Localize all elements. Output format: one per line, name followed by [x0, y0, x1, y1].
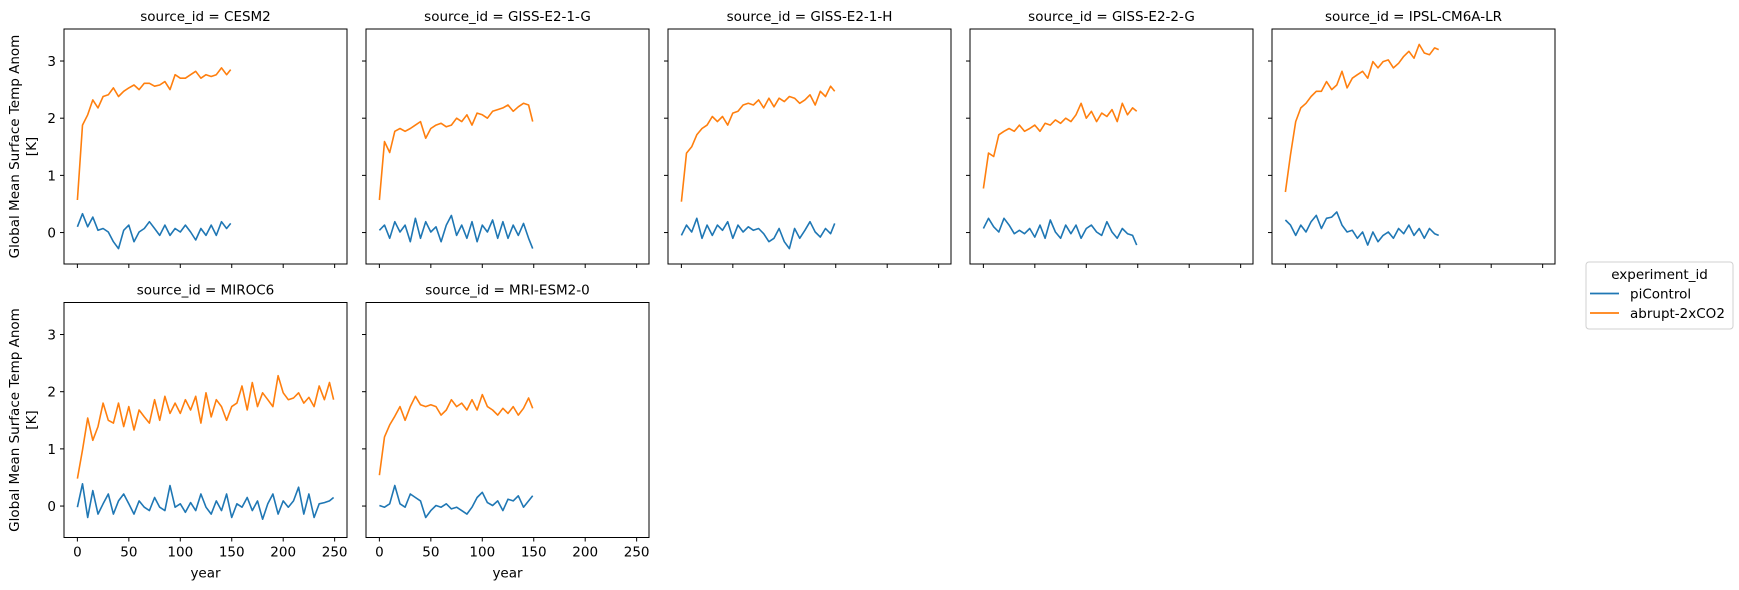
panel-title: source_id = CESM2 [140, 9, 271, 25]
series-line-picontrol [76, 212, 232, 250]
legend-entry-label: abrupt-2xCO2 [1630, 306, 1725, 322]
axes-frame [365, 302, 650, 538]
y-tick-label: 2 [47, 111, 56, 127]
panel-title: source_id = GISS-E2-1-H [727, 9, 893, 25]
panel-title: source_id = GISS-E2-2-G [1028, 9, 1195, 25]
series-line-picontrol [982, 217, 1138, 246]
series-line-abrupt-2xco2 [680, 85, 836, 202]
facet-panel: source_id = GISS-E2-2-G [966, 9, 1254, 268]
panel-title: source_id = MRI-ESM2-0 [425, 283, 589, 299]
series-line-picontrol [76, 482, 335, 521]
y-tick-label: 3 [47, 328, 56, 344]
axes-frame [63, 28, 348, 265]
x-tick-label: 50 [120, 545, 137, 561]
y-tick-label: 3 [47, 54, 56, 70]
x-axis-label: year [190, 566, 221, 582]
series-line-abrupt-2xco2 [76, 374, 335, 479]
facet-panel: source_id = GISS-E2-1-G [362, 9, 650, 268]
y-tick-label: 2 [47, 385, 56, 401]
series-line-picontrol [680, 217, 836, 250]
series-line-abrupt-2xco2 [1284, 43, 1440, 193]
panel-title: source_id = GISS-E2-1-G [424, 9, 591, 25]
panel-title: source_id = MIROC6 [137, 283, 274, 299]
x-tick-label: 50 [422, 545, 439, 561]
series-line-abrupt-2xco2 [982, 102, 1138, 189]
series-line-picontrol [1284, 211, 1440, 246]
axes-frame [365, 28, 650, 265]
x-tick-label: 150 [521, 545, 547, 561]
legend-entry-label: piControl [1630, 287, 1691, 303]
x-tick-label: 200 [572, 545, 598, 561]
series-line-picontrol [379, 484, 534, 519]
axes-frame [969, 28, 1254, 265]
y-axis-label: Global Mean Surface Temp Anom [7, 35, 23, 259]
facet-panel: source_id = MIROC6 0 50 100 150 200 250 year 0 1 2… [7, 283, 348, 582]
y-tick-label: 1 [47, 168, 56, 184]
panel-title: source_id = IPSL-CM6A-LR [1325, 9, 1502, 25]
facet-panel: source_id = IPSL-CM6A-LR [1268, 9, 1556, 268]
x-tick-label: 250 [322, 545, 348, 561]
x-tick-label: 100 [469, 545, 495, 561]
series-line-abrupt-2xco2 [378, 393, 534, 476]
facet-panel: source_id = CESM2 0 1 2 3 Global Mean Surface… [7, 9, 348, 268]
series-line-abrupt-2xco2 [378, 102, 534, 201]
series-line-abrupt-2xco2 [76, 67, 232, 201]
legend-title: experiment_id [1611, 267, 1708, 283]
y-axis-label: Global Mean Surface Temp Anom [7, 308, 23, 532]
y-tick-label: 1 [47, 442, 56, 458]
axes-frame [63, 302, 348, 538]
legend-box [1585, 261, 1734, 330]
y-tick-label: 0 [47, 226, 56, 242]
axes-frame [667, 28, 952, 265]
y-tick-label: 0 [47, 499, 56, 515]
facet-panel: source_id = GISS-E2-1-H [664, 9, 952, 268]
facet-panel: source_id = MRI-ESM2-0 0 50 100 150 200 250 yea… [362, 283, 650, 582]
x-axis-label: year [492, 566, 523, 582]
axes-frame [1271, 28, 1556, 265]
x-tick-label: 250 [624, 545, 650, 561]
x-tick-label: 200 [270, 545, 296, 561]
x-tick-label: 0 [73, 545, 82, 561]
x-tick-label: 0 [375, 545, 384, 561]
y-axis-label-unit: [K] [24, 410, 40, 429]
x-tick-label: 150 [219, 545, 245, 561]
legend: experiment_id piControl abrupt-2xCO2 [1585, 261, 1734, 330]
x-tick-label: 100 [167, 545, 193, 561]
series-line-picontrol [378, 214, 534, 249]
y-axis-label-unit: [K] [24, 137, 40, 156]
